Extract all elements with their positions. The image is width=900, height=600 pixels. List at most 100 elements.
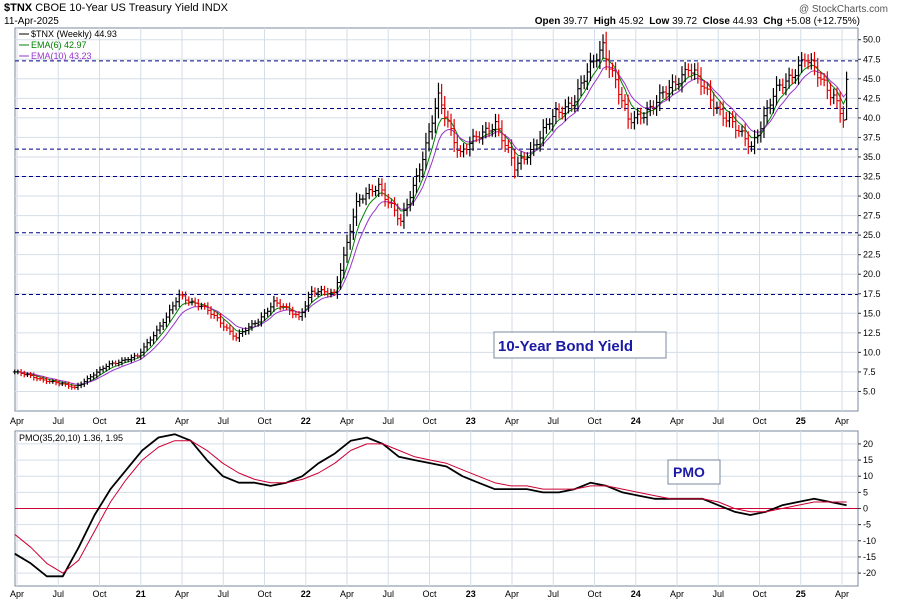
- price-x-tick-label: Oct: [752, 416, 767, 426]
- close-value: 44.93: [732, 16, 758, 27]
- price-y-tick-label: 20.0: [863, 269, 881, 279]
- price-y-tick-label: 5.0: [863, 386, 876, 396]
- price-y-tick-label: 32.5: [863, 172, 881, 182]
- pmo-x-tick-label: Jul: [217, 589, 229, 599]
- pmo-y-tick-label: -5: [863, 520, 871, 530]
- watermark: @ StockCharts.com: [798, 4, 888, 15]
- pmo-x-tick-label: Apr: [670, 589, 684, 599]
- pmo-annotation-box: PMO: [667, 459, 721, 485]
- price-x-tick-label: Apr: [670, 416, 684, 426]
- price-x-axis: Apr Jul Oct 21 Apr Jul Oct 22 Apr Jul Oct 23 Apr Jul O…: [10, 416, 849, 426]
- price-y-tick-label: 12.5: [863, 328, 881, 338]
- price-y-tick-label: 15.0: [863, 308, 881, 318]
- pmo-x-tick-label: Oct: [92, 589, 107, 599]
- price-y-tick-label: 47.5: [863, 54, 881, 64]
- price-x-tick-label: Oct: [422, 416, 437, 426]
- price-x-tick-label: 21: [136, 416, 146, 426]
- legend-ema10: EMA(10) 43.23: [31, 51, 92, 61]
- price-x-tick-label: 22: [301, 416, 311, 426]
- pmo-lines: [14, 433, 858, 578]
- price-x-tick-label: Jul: [52, 416, 64, 426]
- legend-ema6: EMA(6) 42.97: [31, 40, 87, 50]
- price-y-axis: 5.0 7.5 10.0 12.5 15.0 17.5 20.0 22.5 25.0 27.5 30…: [858, 35, 881, 396]
- pmo-x-tick-label: Jul: [712, 589, 724, 599]
- pmo-x-axis: Apr Jul Oct 21 Apr Jul Oct 22 Apr Jul Oct 23 Apr Jul O…: [10, 589, 849, 599]
- price-grid: [15, 28, 858, 411]
- pmo-y-tick-label: 15: [863, 455, 873, 465]
- price-bar: [841, 106, 846, 128]
- close-label: Close: [702, 16, 730, 27]
- pmo-x-tick-label: Jul: [547, 589, 559, 599]
- price-x-tick-label: 24: [631, 416, 641, 426]
- chart-date: 11-Apr-2025: [4, 16, 59, 27]
- annotation-pmo: PMO: [673, 464, 705, 480]
- high-label: High: [593, 16, 616, 27]
- price-bars: [12, 31, 849, 391]
- price-y-tick-label: 27.5: [863, 211, 881, 221]
- chart-symbol-title: $TNX CBOE 10-Year US Treasury Yield INDX: [4, 2, 228, 14]
- pmo-y-tick-label: 0: [863, 504, 868, 514]
- pmo-y-tick-label: 10: [863, 471, 873, 481]
- open-value: 39.77: [563, 16, 589, 27]
- pmo-x-tick-label: Apr: [175, 589, 189, 599]
- price-panel-frame: [14, 27, 859, 412]
- pmo-x-tick-label: Apr: [10, 589, 24, 599]
- pmo-y-tick-label: -20: [863, 568, 876, 578]
- price-annotation-box: 10-Year Bond Yield: [493, 331, 667, 359]
- price-x-tick-label: Apr: [835, 416, 849, 426]
- price-legend: $TNX (Weekly) 44.93 EMA(6) 42.97 EMA(10)…: [19, 29, 117, 61]
- pmo-x-tick-label: Apr: [340, 589, 354, 599]
- ticker-description: CBOE 10-Year US Treasury Yield INDX: [35, 2, 228, 14]
- pmo-x-tick-label: 22: [301, 589, 311, 599]
- price-y-tick-label: 50.0: [863, 35, 881, 45]
- price-horizontal-lines: [15, 60, 858, 296]
- price-bar: [844, 71, 849, 121]
- price-x-tick-label: Jul: [547, 416, 559, 426]
- pmo-x-tick-label: Jul: [382, 589, 394, 599]
- pmo-x-tick-label: Jul: [52, 589, 64, 599]
- price-y-tick-label: 37.5: [863, 132, 881, 142]
- pmo-y-axis: 20 15 10 5 0 -5 -10 -15 -20: [858, 439, 876, 578]
- price-x-tick-label: Apr: [10, 416, 24, 426]
- price-x-tick-label: Oct: [587, 416, 602, 426]
- pmo-annotation-frame: [667, 459, 721, 485]
- legend-price: $TNX (Weekly) 44.93: [31, 29, 117, 39]
- price-x-tick-label: Apr: [175, 416, 189, 426]
- pmo-x-tick-label: Oct: [257, 589, 272, 599]
- pmo-x-tick-label: 24: [631, 589, 641, 599]
- price-y-tick-label: 35.0: [863, 152, 881, 162]
- pmo-signal-line: [14, 440, 847, 574]
- price-y-tick-label: 25.0: [863, 230, 881, 240]
- price-y-tick-label: 10.0: [863, 347, 881, 357]
- ticker-symbol: $TNX: [4, 2, 33, 14]
- price-y-tick-label: 30.0: [863, 191, 881, 201]
- price-x-tick-label: 25: [796, 416, 806, 426]
- price-x-tick-label: 23: [466, 416, 476, 426]
- price-y-tick-label: 40.0: [863, 113, 881, 123]
- low-label: Low: [649, 16, 670, 27]
- pmo-y-tick-label: 5: [863, 487, 868, 497]
- price-x-tick-label: Apr: [340, 416, 354, 426]
- price-y-tick-label: 7.5: [863, 367, 876, 377]
- pmo-x-tick-label: 25: [796, 589, 806, 599]
- pmo-x-tick-label: Oct: [587, 589, 602, 599]
- ohlc-readout: Open 39.77 High 45.92 Low 39.72 Close 44…: [535, 16, 860, 27]
- price-y-tick-label: 42.5: [863, 93, 881, 103]
- pmo-x-tick-label: Oct: [752, 589, 767, 599]
- pmo-y-tick-label: 20: [863, 439, 873, 449]
- price-x-tick-label: Oct: [257, 416, 272, 426]
- price-x-tick-label: Oct: [92, 416, 107, 426]
- annotation-bond-yield: 10-Year Bond Yield: [498, 338, 633, 355]
- price-y-tick-label: 45.0: [863, 74, 881, 84]
- chg-value: +5.08 (+12.75%): [785, 16, 861, 27]
- pmo-legend: PMO(35,20,10) 1.36, 1.95: [19, 433, 123, 443]
- pmo-x-tick-label: Oct: [422, 589, 437, 599]
- pmo-y-tick-label: -15: [863, 552, 876, 562]
- price-x-tick-label: Jul: [217, 416, 229, 426]
- pmo-y-tick-label: -10: [863, 536, 876, 546]
- annotation-box-frame: [493, 331, 667, 359]
- price-y-tick-label: 17.5: [863, 289, 881, 299]
- open-label: Open: [534, 16, 561, 27]
- chg-label: Chg: [763, 16, 783, 27]
